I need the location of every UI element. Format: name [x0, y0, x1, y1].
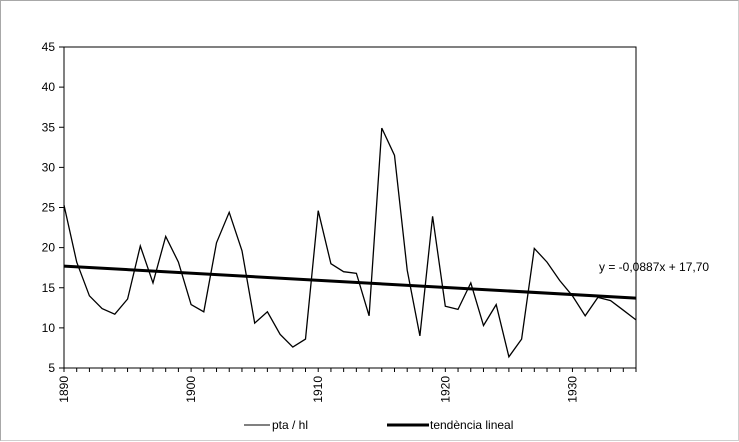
- y-tick-label: 10: [42, 321, 56, 335]
- x-tick-label: 1910: [311, 376, 325, 403]
- series-line-pta-hl: [63, 127, 637, 359]
- x-tick-label: 1930: [565, 376, 579, 403]
- y-tick-label: 40: [42, 80, 56, 94]
- y-tick-label: 30: [42, 160, 56, 174]
- y-tick-label: 5: [48, 361, 55, 375]
- legend-label-trend: tendència lineal: [430, 418, 513, 432]
- series-layer: [63, 127, 637, 359]
- y-tick-label: 25: [42, 201, 56, 215]
- y-tick-label: 20: [42, 241, 56, 255]
- y-axis: 5 10 15 20 25 30 35 40 45: [42, 40, 64, 375]
- y-tick-label: 15: [42, 281, 56, 295]
- plot-area: [63, 46, 637, 369]
- x-tick-label: 1900: [184, 376, 198, 403]
- x-tick-label: 1920: [438, 376, 452, 403]
- x-tick-label: 1890: [57, 376, 71, 403]
- legend-label-pta-hl: pta / hl: [272, 418, 308, 432]
- trendline-equation: y = -0,0887x + 17,70: [599, 260, 709, 274]
- trendline: [63, 264, 637, 300]
- y-tick-label: 35: [42, 120, 56, 134]
- x-axis: 1890 1900 1910 1920 1930: [57, 368, 637, 403]
- legend: pta / hl tendència lineal: [244, 418, 513, 432]
- y-tick-label: 45: [42, 40, 56, 54]
